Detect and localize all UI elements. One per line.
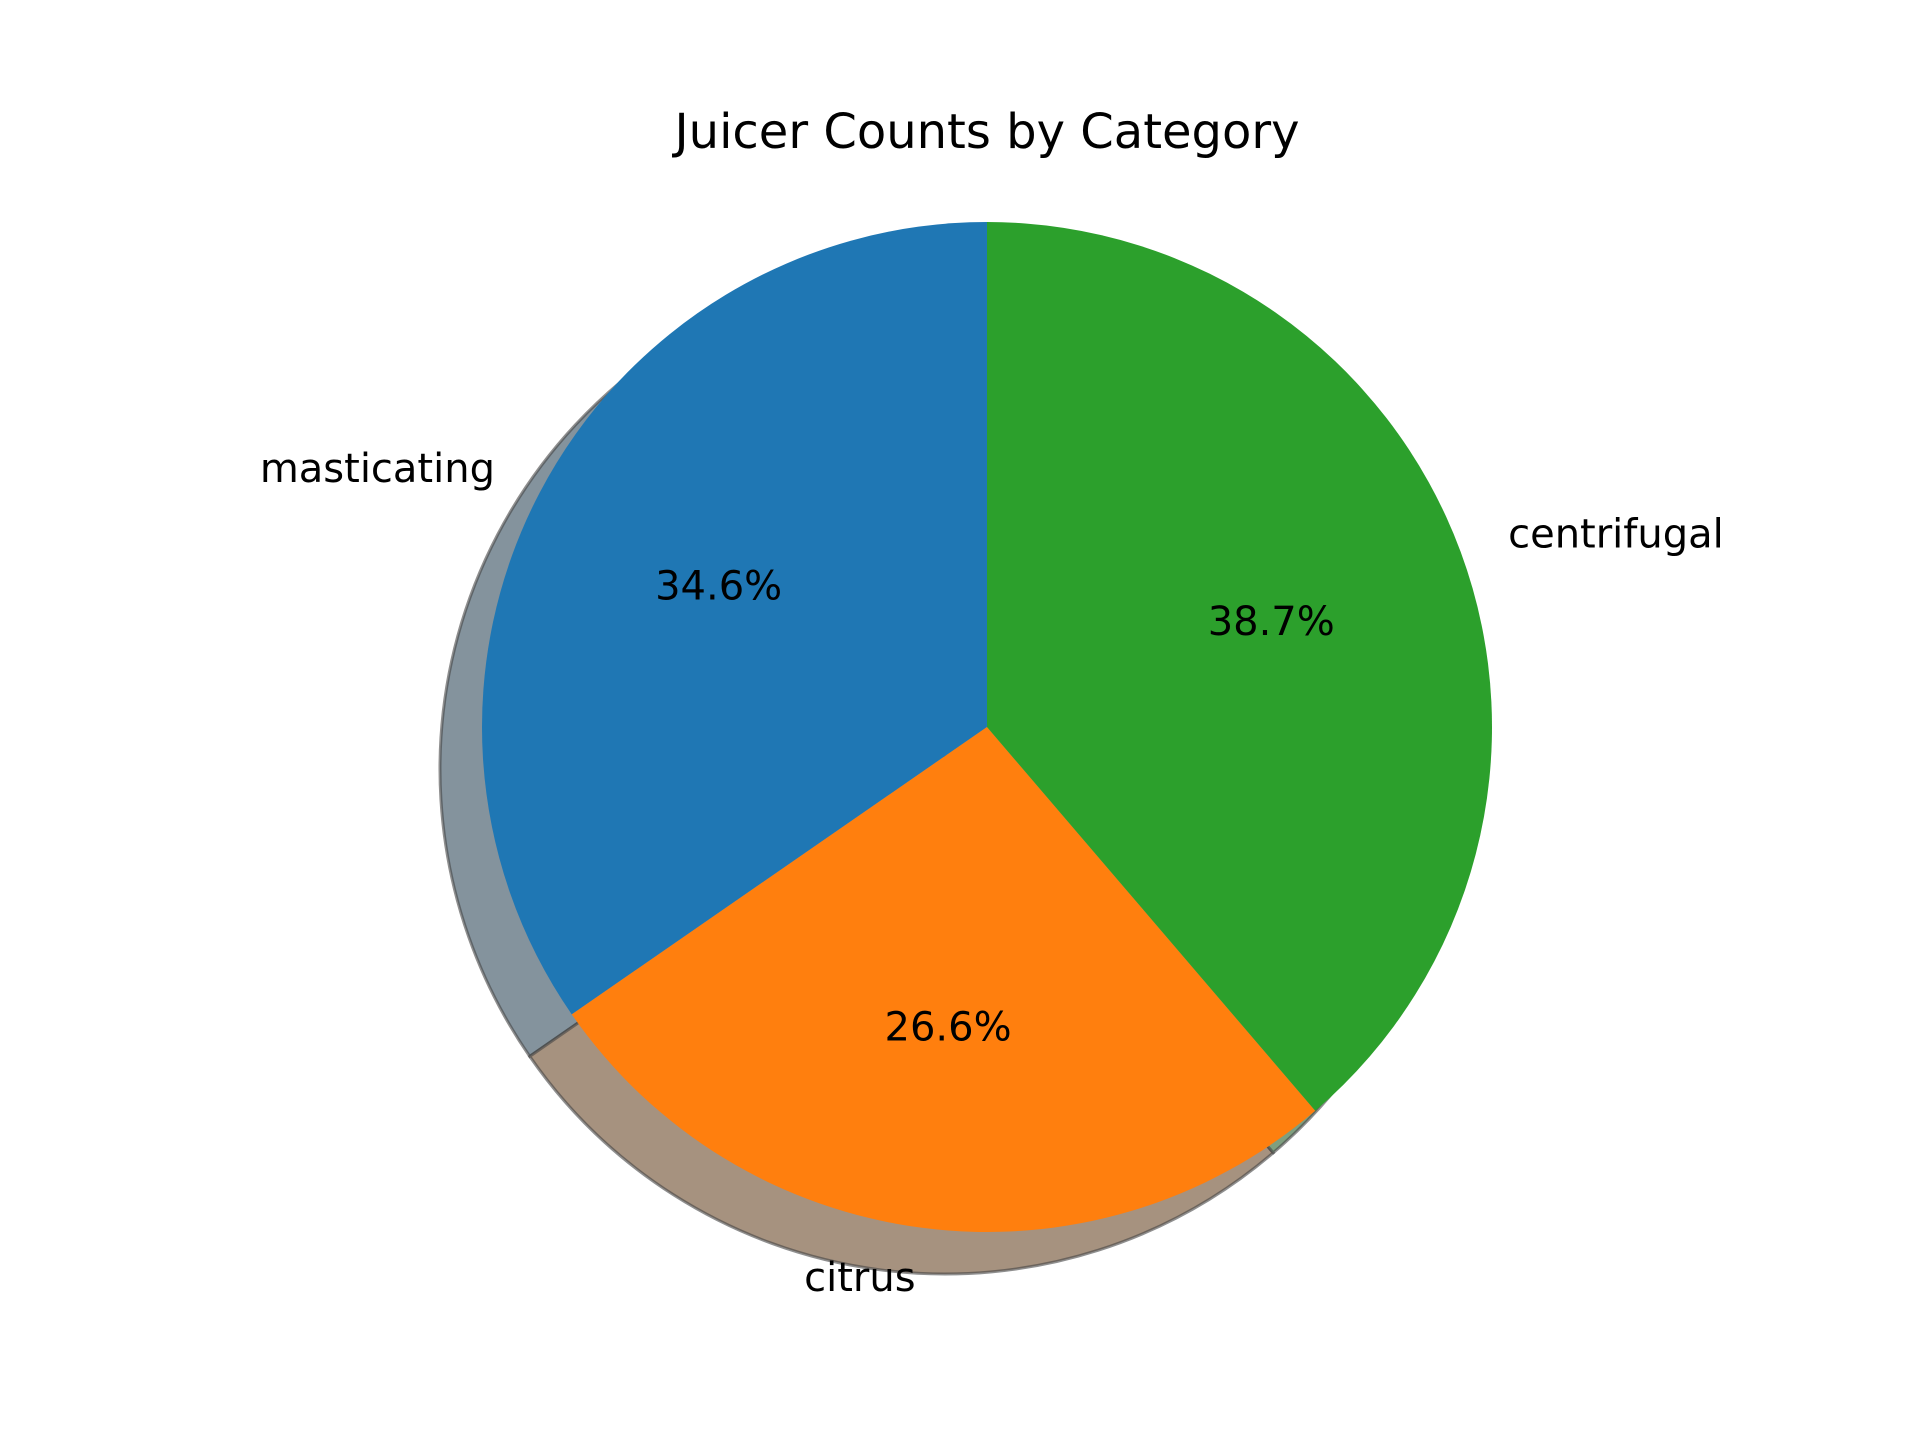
- slice-label-citrus: citrus: [804, 1255, 915, 1301]
- pie-wedges: [481, 222, 1492, 1232]
- pie-labels: masticating 34.6% citrus 26.6% centrifugal 38…: [260, 446, 1724, 1301]
- chart-title: Juicer Counts by Category: [671, 104, 1299, 160]
- slice-label-masticating: masticating: [260, 446, 495, 492]
- slice-percent-masticating: 34.6%: [655, 563, 782, 609]
- pie-slice-centrifugal: [987, 222, 1492, 1111]
- slice-percent-citrus: 26.6%: [885, 1004, 1012, 1050]
- pie-slice-citrus: [571, 727, 1316, 1232]
- slice-percent-centrifugal: 38.7%: [1208, 599, 1335, 645]
- slice-label-centrifugal: centrifugal: [1508, 512, 1724, 558]
- pie-slice-masticating: [481, 222, 987, 1015]
